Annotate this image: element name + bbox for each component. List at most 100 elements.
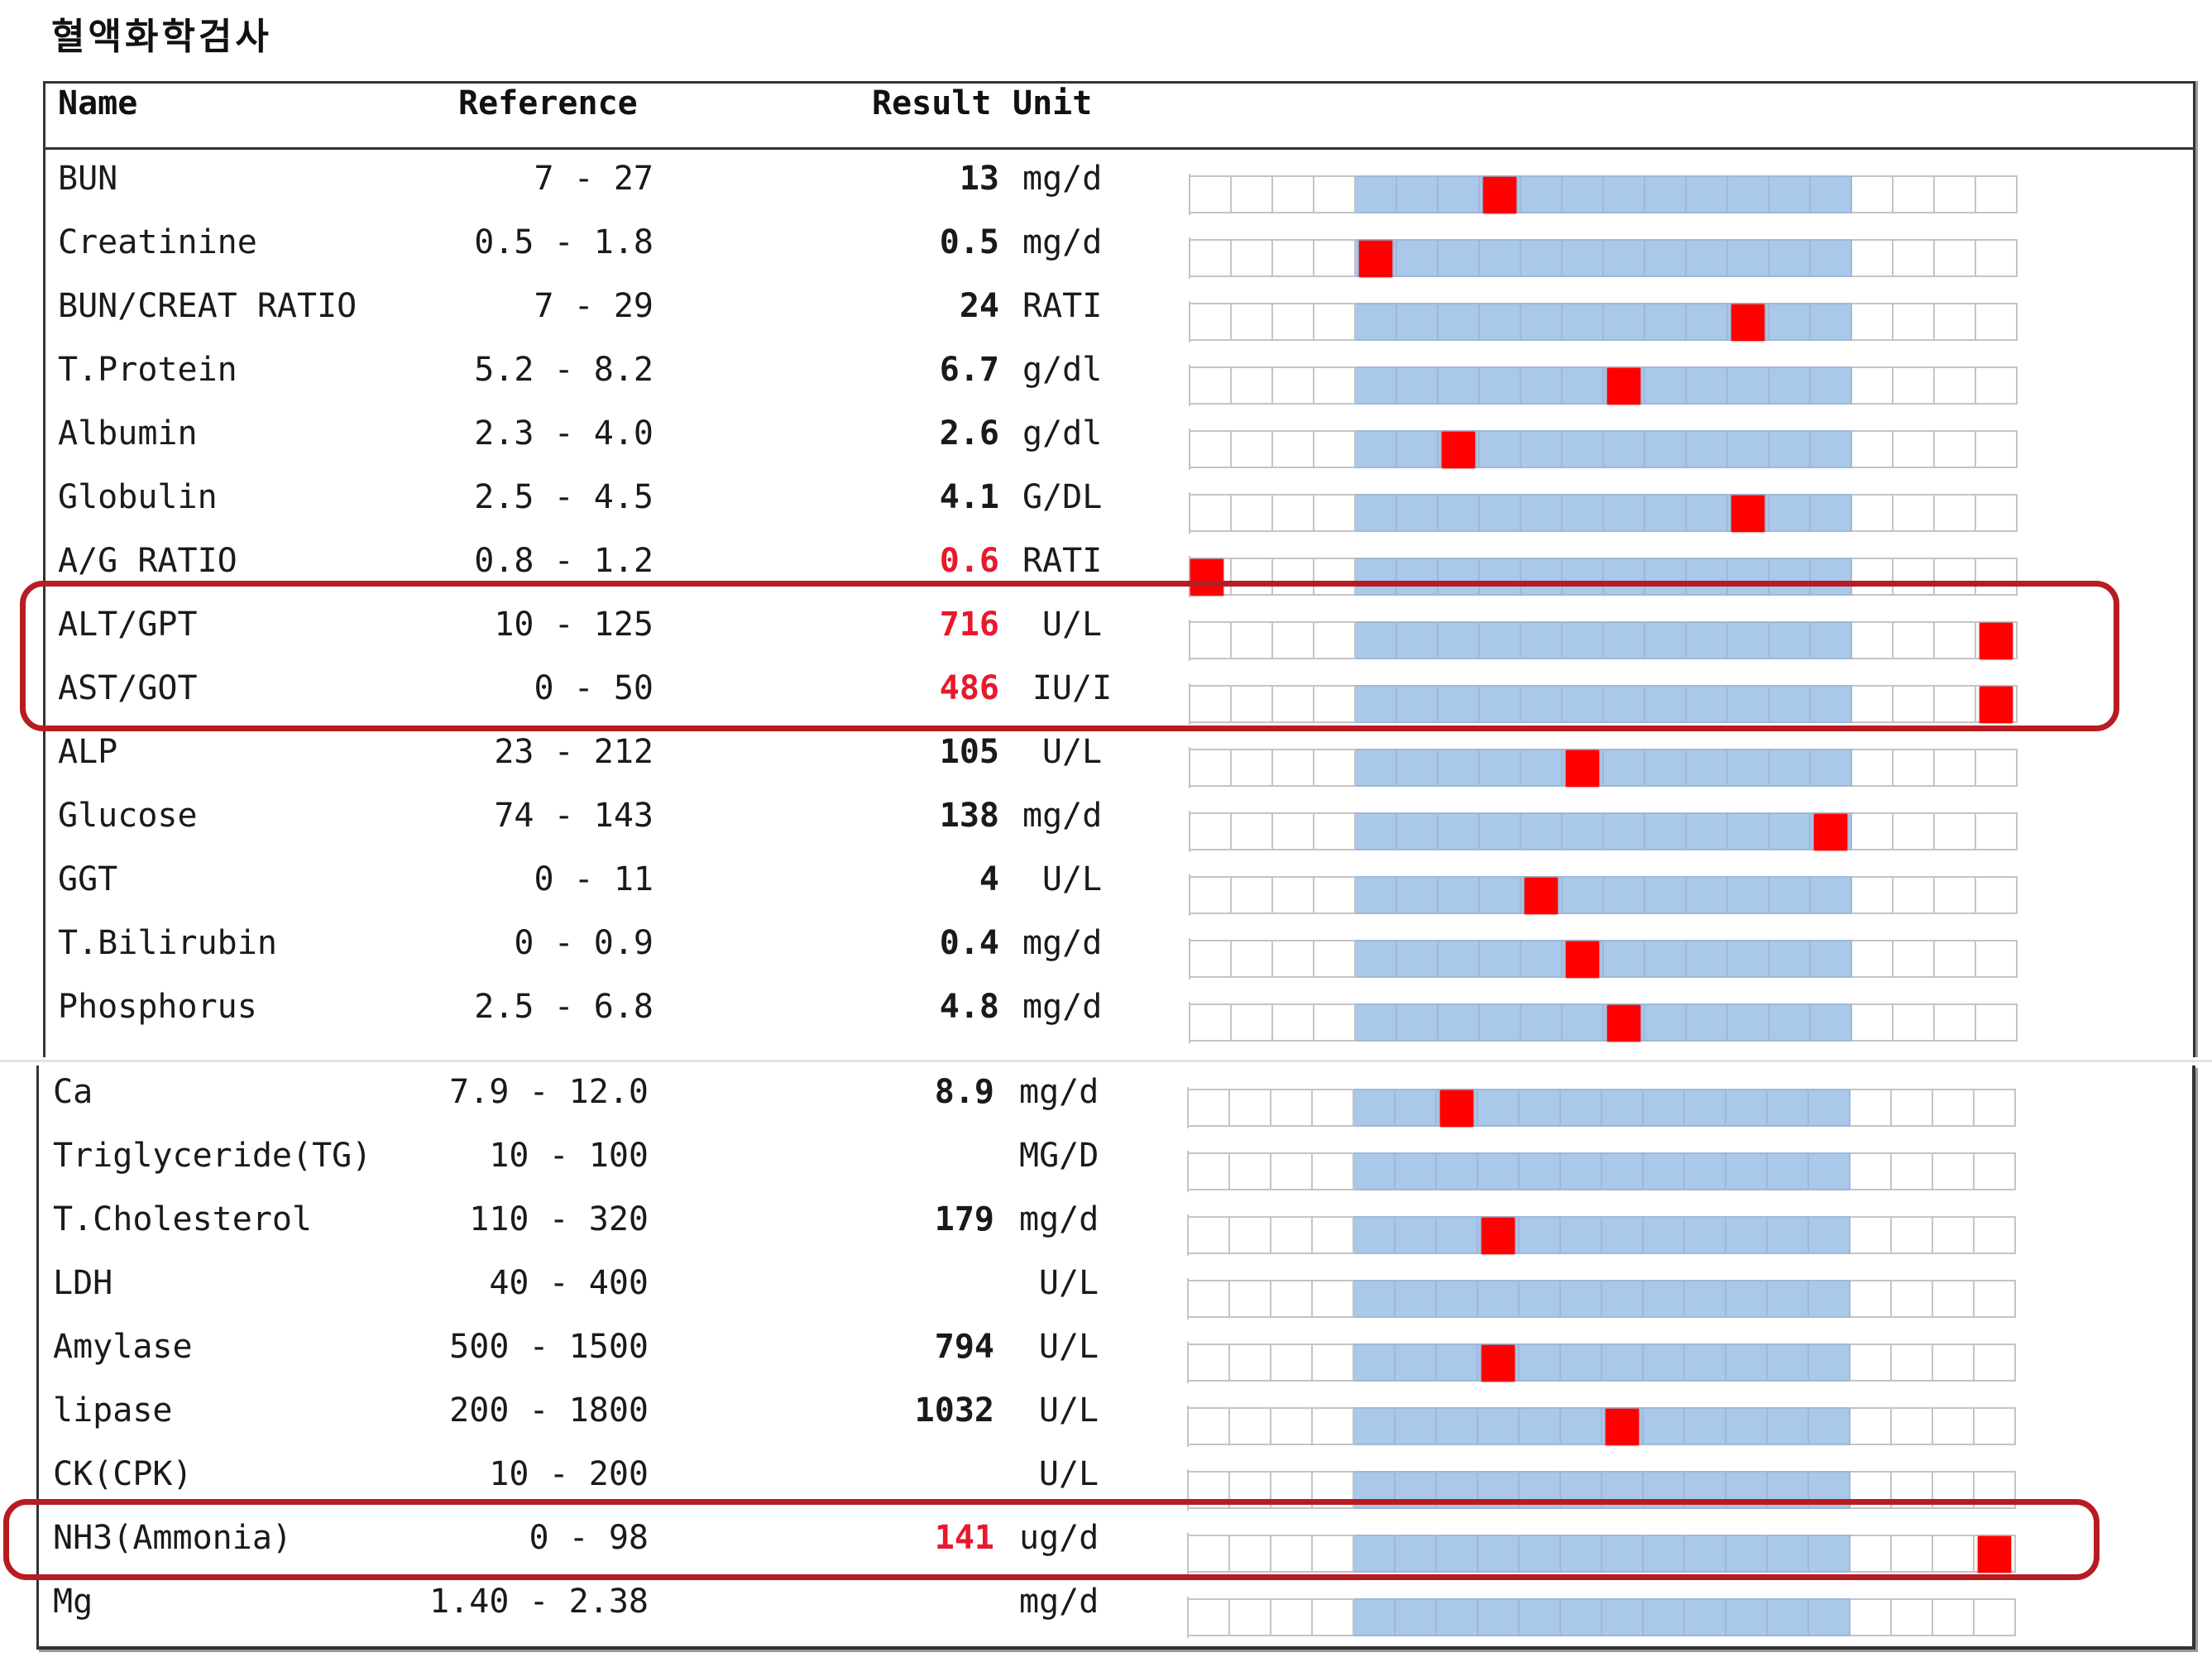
range-cell-normal [1520,1152,1561,1190]
reference-range: 7 - 27 [534,160,654,198]
range-cell-normal [1478,1407,1520,1445]
range-cell-normal [1437,1598,1478,1636]
range-cell-normal [1396,1471,1437,1509]
range-cell [1976,303,2018,341]
range-cell [1935,239,1976,277]
result-value [811,1258,994,1308]
range-cell-normal [1480,621,1521,659]
range-cell-normal [1354,1280,1396,1318]
range-cell-normal [1809,1535,1851,1573]
range-cell-normal [1728,876,1769,914]
range-cell [1189,1535,1230,1573]
range-cell-normal [1687,876,1728,914]
range-cell [1273,366,1314,405]
reference-range: 110 - 320 [469,1200,649,1238]
range-cell [1935,940,1976,978]
unit: MG/D [1019,1137,1099,1175]
result-value: 13 [959,160,999,198]
range-cell [1190,430,1232,468]
range-cell-normal [1726,1089,1768,1127]
test-name: GGT [58,860,118,898]
range-cell [1975,1280,2016,1318]
range-cell [1313,1471,1354,1509]
range-cell-normal [1811,876,1852,914]
result-value: 4.1 [939,478,999,516]
result-marker [1607,368,1640,405]
range-cell [1933,1407,1975,1445]
reference-range: 1.40 - 2.38 [429,1583,649,1621]
result-value [811,1131,994,1181]
range-cell-normal [1685,1535,1726,1573]
table-row: CK(CPK) 10 - 200 U/L [0,1449,2212,1513]
test-name: lipase [53,1391,173,1430]
range-cell-normal [1769,1003,1811,1042]
range-cell [1271,1407,1313,1445]
range-cell-normal [1478,1089,1520,1127]
range-cell-normal [1354,1152,1396,1190]
range-cell-normal [1354,1598,1396,1636]
unit: RATI [1022,542,1103,580]
range-cell-normal [1397,239,1439,277]
reference-range: 40 - 400 [489,1264,649,1302]
range-cell-normal [1480,239,1521,277]
range-cell-normal [1809,1471,1851,1509]
range-cell-normal [1809,1280,1851,1318]
column-header-unit: Unit [1013,84,1093,122]
result-value: 0.6 [939,542,999,580]
page-break-divider [0,1060,2212,1062]
range-cell [1894,303,1935,341]
table-row: T.Protein 5.2 - 8.2 6.7 g/dl [0,345,2212,409]
range-cell [1273,558,1314,596]
range-cell-normal [1561,1152,1602,1190]
range-cell-normal [1769,558,1811,596]
table-row: BUN 7 - 27 13 mg/d [0,154,2212,218]
range-indicator-bar [1187,1278,2016,1320]
table-row: NH3(Ammonia) 0 - 98 141 ug/d [0,1513,2212,1577]
range-cell-normal [1768,1089,1809,1127]
range-cell-normal [1728,366,1769,405]
range-cell-normal [1480,303,1521,341]
range-cell [1976,558,2018,596]
range-cell [1230,1407,1271,1445]
table-row: A/G RATIO 0.8 - 1.2 0.6 RATI [0,536,2212,600]
range-indicator-bar [1189,365,2018,406]
range-cell-normal [1354,1471,1396,1509]
range-cell-normal [1397,303,1439,341]
range-cell-normal [1811,366,1852,405]
range-cell-normal [1687,175,1728,213]
range-cell-normal [1644,1535,1685,1573]
range-cell [1976,239,2018,277]
range-cell-normal [1728,494,1769,532]
range-cell-normal [1521,366,1563,405]
range-cell [1935,876,1976,914]
range-cell-normal [1811,558,1852,596]
table-row: Glucose 74 - 143 138 mg/d [0,791,2212,855]
range-cell-normal [1396,1089,1437,1127]
range-cell [1232,1003,1273,1042]
range-cell-normal [1604,430,1645,468]
range-cell-normal [1604,175,1645,213]
range-cell [1851,1343,1892,1382]
range-cell [1852,685,1894,723]
result-marker [1482,1345,1515,1382]
range-cell-normal [1437,1280,1478,1318]
range-cell-normal [1520,1216,1561,1254]
range-cell-normal [1645,876,1687,914]
table-row: Albumin 2.3 - 4.0 2.6 g/dl [0,409,2212,472]
range-cell [1935,685,1976,723]
range-cell [1933,1598,1975,1636]
unit: mg/d [1022,160,1103,198]
range-cell [1230,1152,1271,1190]
range-cell [1935,175,1976,213]
range-cell [1894,685,1935,723]
range-cell-normal [1768,1471,1809,1509]
reference-range: 10 - 200 [489,1455,649,1493]
range-cell-normal [1521,685,1563,723]
result-marker [1607,1005,1640,1042]
range-cell-normal [1687,239,1728,277]
range-cell [1852,558,1894,596]
range-cell-normal [1521,494,1563,532]
range-cell [1892,1280,1933,1318]
range-cell-normal [1397,175,1439,213]
range-cell-normal [1604,685,1645,723]
